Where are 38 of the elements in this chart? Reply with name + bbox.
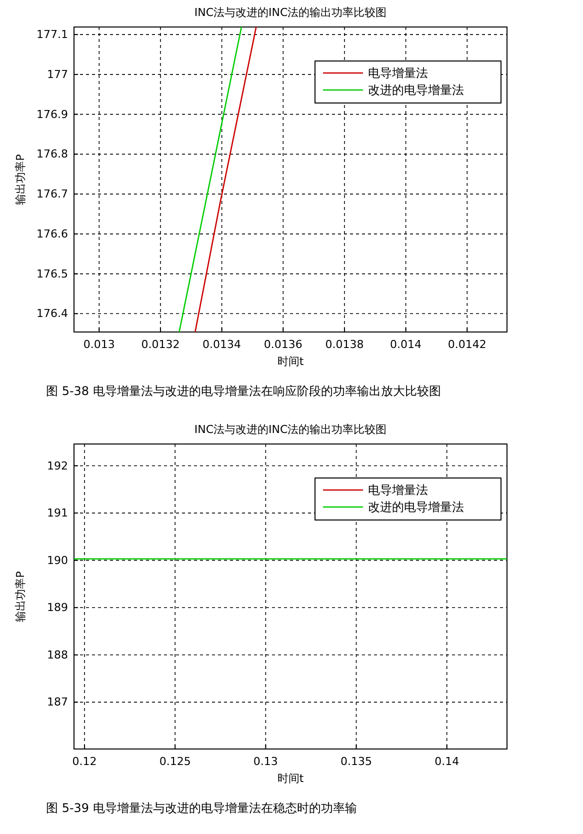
legend-label: 电导增量法 [368,66,428,80]
y-tick-label: 189 [47,601,68,614]
x-tick-label: 0.12 [72,754,97,768]
legend-label: 改进的电导增量法 [368,83,464,97]
x-axis-title: 时间t [277,355,304,368]
x-tick-label: 0.0142 [448,338,486,351]
x-tick-label: 0.0136 [264,338,302,351]
y-tick-label: 176.9 [36,108,68,121]
caption: 图 5-38 电导增量法与改进的电导增量法在响应阶段的功率输出放大比较图 [46,384,441,398]
x-tick-label: 0.125 [159,754,191,768]
y-tick-label: 177 [47,68,68,81]
y-tick-label: 187 [47,696,68,709]
x-tick-label: 0.0134 [202,338,242,351]
y-axis-title: 输出功率P [14,154,27,205]
y-axis-title: 输出功率P [14,570,27,622]
x-tick-label: 0.14 [434,754,460,768]
x-tick-label: 0.13 [253,754,278,768]
y-tick-label: 176.8 [36,148,68,161]
y-tick-label: 188 [47,648,68,662]
x-tick-label: 0.0132 [141,338,180,351]
y-tick-label: 190 [47,554,68,567]
y-tick-label: 192 [47,459,68,472]
x-axis-title: 时间t [277,772,304,785]
chart-title: INC法与改进的INC法的输出功率比较图 [194,6,387,19]
y-tick-label: 176.7 [36,188,68,201]
y-tick-label: 176.6 [36,227,68,240]
x-tick-label: 0.0138 [325,338,364,351]
legend-label: 电导增量法 [368,483,428,497]
y-tick-label: 177.1 [36,28,68,42]
y-tick-label: 176.4 [36,307,68,320]
chart-title: INC法与改进的INC法的输出功率比较图 [194,423,387,436]
y-tick-label: 176.5 [36,267,68,280]
legend-label: 改进的电导增量法 [368,500,464,514]
y-tick-label: 191 [47,506,68,520]
caption: 图 5-39 电导增量法与改进的电导增量法在稳态时的功率输 [46,801,357,815]
x-tick-label: 0.013 [83,338,115,351]
x-tick-label: 0.014 [390,338,422,351]
x-tick-label: 0.135 [340,754,372,768]
